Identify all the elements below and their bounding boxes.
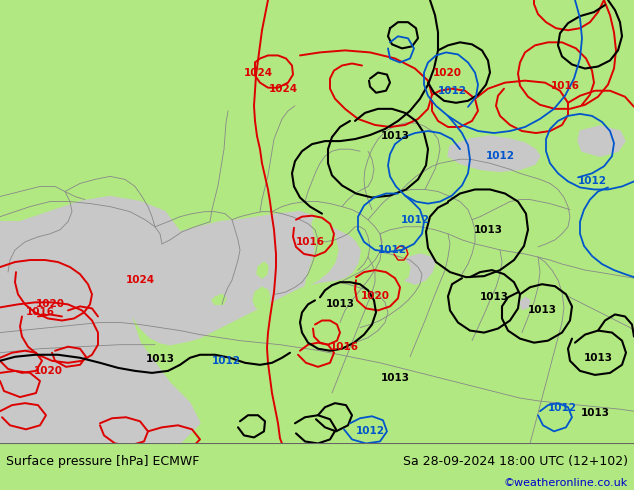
Polygon shape <box>212 294 226 304</box>
Text: 1013: 1013 <box>474 225 503 235</box>
Text: 1012: 1012 <box>212 356 240 366</box>
Text: 1020: 1020 <box>34 366 63 376</box>
Polygon shape <box>335 242 360 280</box>
Polygon shape <box>310 232 358 280</box>
Polygon shape <box>125 212 360 344</box>
Text: Surface pressure [hPa] ECMWF: Surface pressure [hPa] ECMWF <box>6 455 200 467</box>
Text: 1013: 1013 <box>527 305 557 316</box>
Text: 1020: 1020 <box>432 68 462 77</box>
Text: 1024: 1024 <box>243 68 273 77</box>
Text: 1013: 1013 <box>581 408 609 418</box>
Text: 1012: 1012 <box>578 176 607 186</box>
Text: 1013: 1013 <box>583 353 612 363</box>
Text: 1012: 1012 <box>356 426 384 437</box>
Polygon shape <box>292 307 318 327</box>
Text: 1013: 1013 <box>325 299 354 309</box>
Polygon shape <box>257 262 268 278</box>
Polygon shape <box>253 287 270 310</box>
Text: 1020: 1020 <box>361 292 389 301</box>
Text: 1024: 1024 <box>268 84 297 94</box>
Polygon shape <box>448 136 540 171</box>
Polygon shape <box>520 297 530 309</box>
Text: 1012: 1012 <box>377 245 406 255</box>
Polygon shape <box>578 126 625 156</box>
Text: Sa 28-09-2024 18:00 UTC (12+102): Sa 28-09-2024 18:00 UTC (12+102) <box>403 455 628 467</box>
Text: 1013: 1013 <box>380 373 410 383</box>
Text: 1016: 1016 <box>550 81 579 91</box>
Text: 1016: 1016 <box>295 237 325 247</box>
Text: 1012: 1012 <box>437 86 467 96</box>
Polygon shape <box>305 217 338 287</box>
Text: ©weatheronline.co.uk: ©weatheronline.co.uk <box>503 478 628 488</box>
Text: 1013: 1013 <box>479 293 508 302</box>
Text: 1016: 1016 <box>330 342 358 352</box>
Polygon shape <box>398 254 435 284</box>
Text: 1016: 1016 <box>25 307 55 318</box>
Polygon shape <box>382 257 410 282</box>
Text: 1012: 1012 <box>548 403 576 413</box>
Text: 1013: 1013 <box>380 131 410 141</box>
Text: 1024: 1024 <box>126 275 155 285</box>
Polygon shape <box>0 196 200 443</box>
Text: 1013: 1013 <box>145 354 174 364</box>
Text: 1012: 1012 <box>486 151 515 161</box>
Text: 1012: 1012 <box>401 215 429 225</box>
Text: 1020: 1020 <box>36 299 65 309</box>
